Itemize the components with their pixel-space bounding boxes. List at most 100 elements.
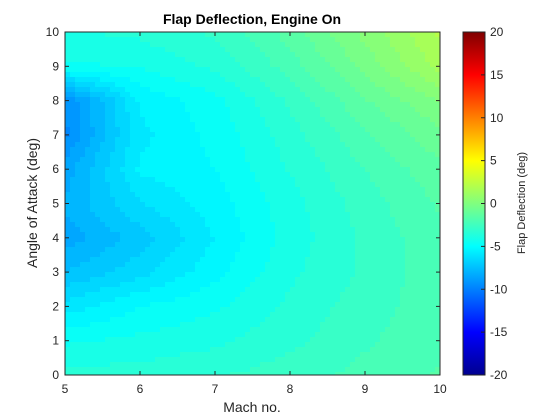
contour-cell (395, 122, 401, 128)
contour-cell (160, 327, 166, 333)
contour-cell (95, 92, 101, 98)
contour-cell (330, 217, 336, 223)
contour-cell (80, 232, 86, 238)
contour-cell (395, 327, 401, 333)
contour-cell (250, 42, 256, 48)
contour-cell (365, 177, 371, 183)
contour-cell (105, 347, 111, 353)
contour-cell (310, 252, 316, 258)
contour-cell (210, 337, 216, 343)
contour-cell (255, 292, 261, 298)
contour-cell (270, 327, 276, 333)
contour-cell (330, 42, 336, 48)
contour-cell (275, 267, 281, 273)
contour-cell (385, 122, 391, 128)
contour-cell (240, 362, 246, 368)
contour-cell (105, 297, 111, 303)
contour-cell (400, 357, 406, 363)
contour-cell (310, 212, 316, 218)
contour-cell (430, 347, 436, 353)
contour-cell (335, 82, 341, 88)
contour-cell (335, 77, 341, 83)
contour-cell (395, 187, 401, 193)
contour-cell (365, 82, 371, 88)
contour-cell (340, 52, 346, 58)
contour-cell (130, 242, 136, 248)
contour-cell (345, 202, 351, 208)
contour-cell (135, 52, 141, 58)
contour-cell (130, 202, 136, 208)
contour-cell (165, 182, 171, 188)
contour-cell (80, 282, 86, 288)
contour-cell (200, 142, 206, 148)
contour-cell (385, 127, 391, 133)
contour-cell (350, 217, 356, 223)
contour-cell (115, 242, 121, 248)
contour-cell (415, 77, 421, 83)
contour-cell (165, 307, 171, 313)
contour-cell (365, 302, 371, 308)
contour-cell (370, 272, 376, 278)
contour-cell (405, 322, 411, 328)
contour-cell (245, 32, 251, 38)
contour-cell (395, 277, 401, 283)
contour-cell (270, 182, 276, 188)
contour-cell (220, 87, 226, 93)
contour-cell (290, 247, 296, 253)
contour-cell (120, 57, 126, 63)
contour-cell (230, 212, 236, 218)
contour-cell (170, 362, 176, 368)
contour-cell (435, 122, 440, 128)
contour-cell (385, 347, 391, 353)
contour-cell (65, 282, 71, 288)
contour-cell (350, 222, 356, 228)
contour-cell (360, 97, 366, 103)
contour-cell (145, 112, 151, 118)
contour-cell (240, 117, 246, 123)
contour-cell (395, 222, 401, 228)
contour-cell (125, 117, 131, 123)
contour-cell (420, 252, 426, 258)
contour-cell (275, 207, 281, 213)
contour-cell (250, 252, 256, 258)
contour-cell (210, 332, 216, 338)
contour-cell (170, 357, 176, 363)
contour-cell (120, 147, 126, 153)
contour-cell (120, 287, 126, 293)
contour-cell (95, 257, 101, 263)
contour-cell (225, 242, 231, 248)
contour-cell (85, 72, 91, 78)
contour-cell (90, 192, 96, 198)
contour-cell (330, 267, 336, 273)
contour-cell (100, 192, 106, 198)
contour-cell (420, 342, 426, 348)
contour-cell (390, 337, 396, 343)
contour-cell (195, 182, 201, 188)
contour-cell (295, 157, 301, 163)
contour-cell (65, 272, 71, 278)
contour-cell (400, 202, 406, 208)
contour-cell (210, 217, 216, 223)
contour-cell (155, 212, 161, 218)
contour-cell (220, 362, 226, 368)
contour-cell (255, 332, 261, 338)
contour-cell (95, 252, 101, 258)
contour-cell (195, 37, 201, 43)
contour-cell (300, 332, 306, 338)
contour-cell (340, 227, 346, 233)
contour-cell (335, 87, 341, 93)
contour-cell (410, 282, 416, 288)
contour-cell (135, 92, 141, 98)
contour-cell (105, 307, 111, 313)
contour-cell (85, 222, 91, 228)
contour-cell (340, 312, 346, 318)
contour-cell (320, 257, 326, 263)
contour-cell (115, 57, 121, 63)
contour-cell (310, 222, 316, 228)
contour-cell (325, 247, 331, 253)
contour-cell (250, 312, 256, 318)
contour-cell (295, 117, 301, 123)
contour-cell (380, 317, 386, 323)
contour-cell (245, 172, 251, 178)
contour-cell (340, 167, 346, 173)
